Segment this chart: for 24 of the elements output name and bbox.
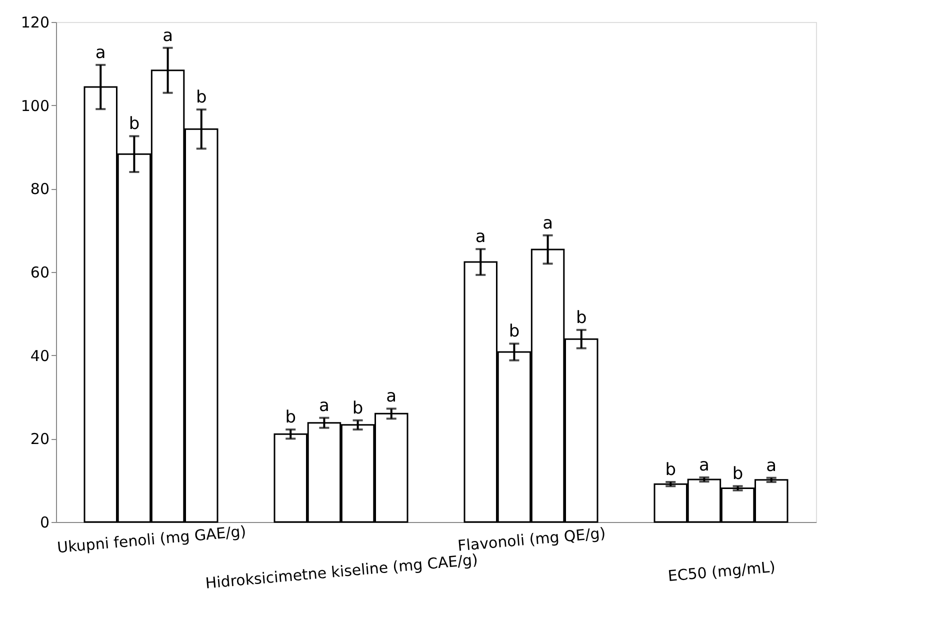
data-label: a [95,42,106,63]
y-tick-label: 120 [20,14,50,32]
data-label: b [196,88,207,108]
data-label: a [542,213,554,234]
data-label: b [576,308,587,328]
x-tick-label: EC50 (mg/mL) [667,558,776,586]
data-label: a [162,26,174,46]
data-label: a [475,227,486,248]
y-tick-label: 60 [30,264,50,282]
data-label: a [698,455,710,476]
data-label: b [732,464,744,484]
y-tick-label: 20 [30,430,50,448]
data-label: a [766,456,777,476]
y-tick-label: 100 [20,96,50,115]
y-tick-label: 40 [30,346,50,365]
y-tick-label: 80 [30,180,50,198]
data-label: a [318,396,330,416]
data-label: b [508,322,520,342]
data-label: a [386,386,397,407]
data-label: b [128,114,140,134]
data-label: b [285,408,296,428]
y-tick-label: 0 [40,514,50,532]
data-label: b [665,460,676,480]
data-label: b [352,398,364,418]
